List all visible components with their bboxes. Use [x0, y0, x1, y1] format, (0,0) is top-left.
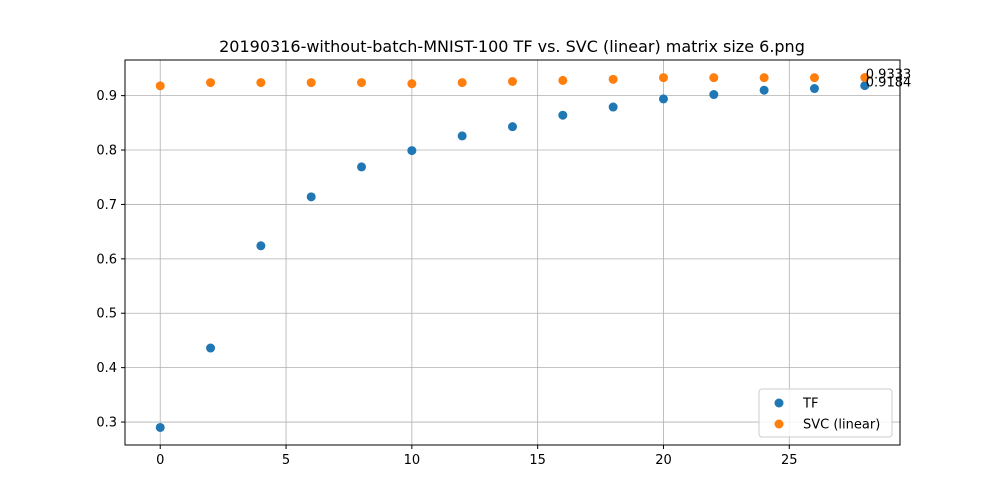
plot-frame — [124, 59, 901, 446]
data-point — [407, 79, 417, 89]
data-point — [508, 122, 517, 132]
data-point — [357, 162, 367, 172]
y-tick-label: 0.3 — [96, 416, 117, 431]
data-point — [809, 84, 819, 94]
data-point — [709, 73, 719, 83]
value-annotation: 0.9184 — [866, 76, 912, 91]
data-point — [306, 78, 316, 88]
y-tick-label: 0.9 — [96, 89, 117, 104]
y-tick-label: 0.6 — [96, 252, 117, 267]
y-tick-label: 0.7 — [96, 198, 117, 213]
y-tick-label: 0.8 — [96, 144, 117, 159]
legend: TF SVC (linear) — [758, 388, 893, 438]
axes: 0 5 10 15 20 25 0.3 0.4 0.5 0.6 0.7 0.8 0.9 — [96, 59, 901, 468]
series — [155, 73, 870, 432]
data-point — [407, 146, 417, 156]
x-tick-label: 10 — [404, 453, 421, 468]
legend-label: TF — [802, 397, 818, 412]
data-point — [658, 94, 668, 104]
y-tick-label: 0.5 — [96, 307, 117, 322]
data-point — [860, 81, 870, 91]
data-point — [658, 73, 668, 83]
data-point — [860, 73, 870, 83]
legend-label: SVC (linear) — [803, 418, 880, 433]
y-tick-label: 0.4 — [96, 361, 117, 376]
data-point — [256, 241, 266, 251]
chart-title: 20190316-without-batch-MNIST-100 TF vs. … — [219, 37, 805, 56]
value-annotation: 0.9333 — [866, 68, 912, 83]
data-point — [558, 75, 568, 85]
data-point — [206, 78, 216, 88]
x-tick-label: 20 — [655, 453, 672, 468]
data-point — [608, 102, 618, 112]
data-point — [155, 81, 165, 91]
legend-marker — [774, 419, 784, 429]
data-point — [558, 110, 568, 120]
data-point — [759, 85, 769, 95]
data-point — [457, 78, 467, 88]
series-tf — [155, 81, 870, 432]
data-point — [155, 422, 165, 432]
data-point — [206, 343, 216, 353]
data-point — [809, 73, 819, 83]
series-svc — [155, 73, 870, 91]
legend-box — [758, 388, 893, 438]
x-tick-label: 5 — [282, 453, 290, 468]
data-point — [457, 131, 467, 141]
x-tick-label: 25 — [781, 453, 798, 468]
x-tick-label: 0 — [156, 453, 164, 468]
data-point — [709, 90, 719, 100]
legend-marker — [774, 398, 784, 408]
x-tick-label: 15 — [529, 453, 546, 468]
data-point — [608, 74, 618, 84]
data-point — [256, 78, 266, 88]
data-point — [357, 78, 367, 88]
data-point — [306, 192, 316, 202]
data-point — [759, 73, 769, 83]
data-point — [508, 76, 517, 86]
